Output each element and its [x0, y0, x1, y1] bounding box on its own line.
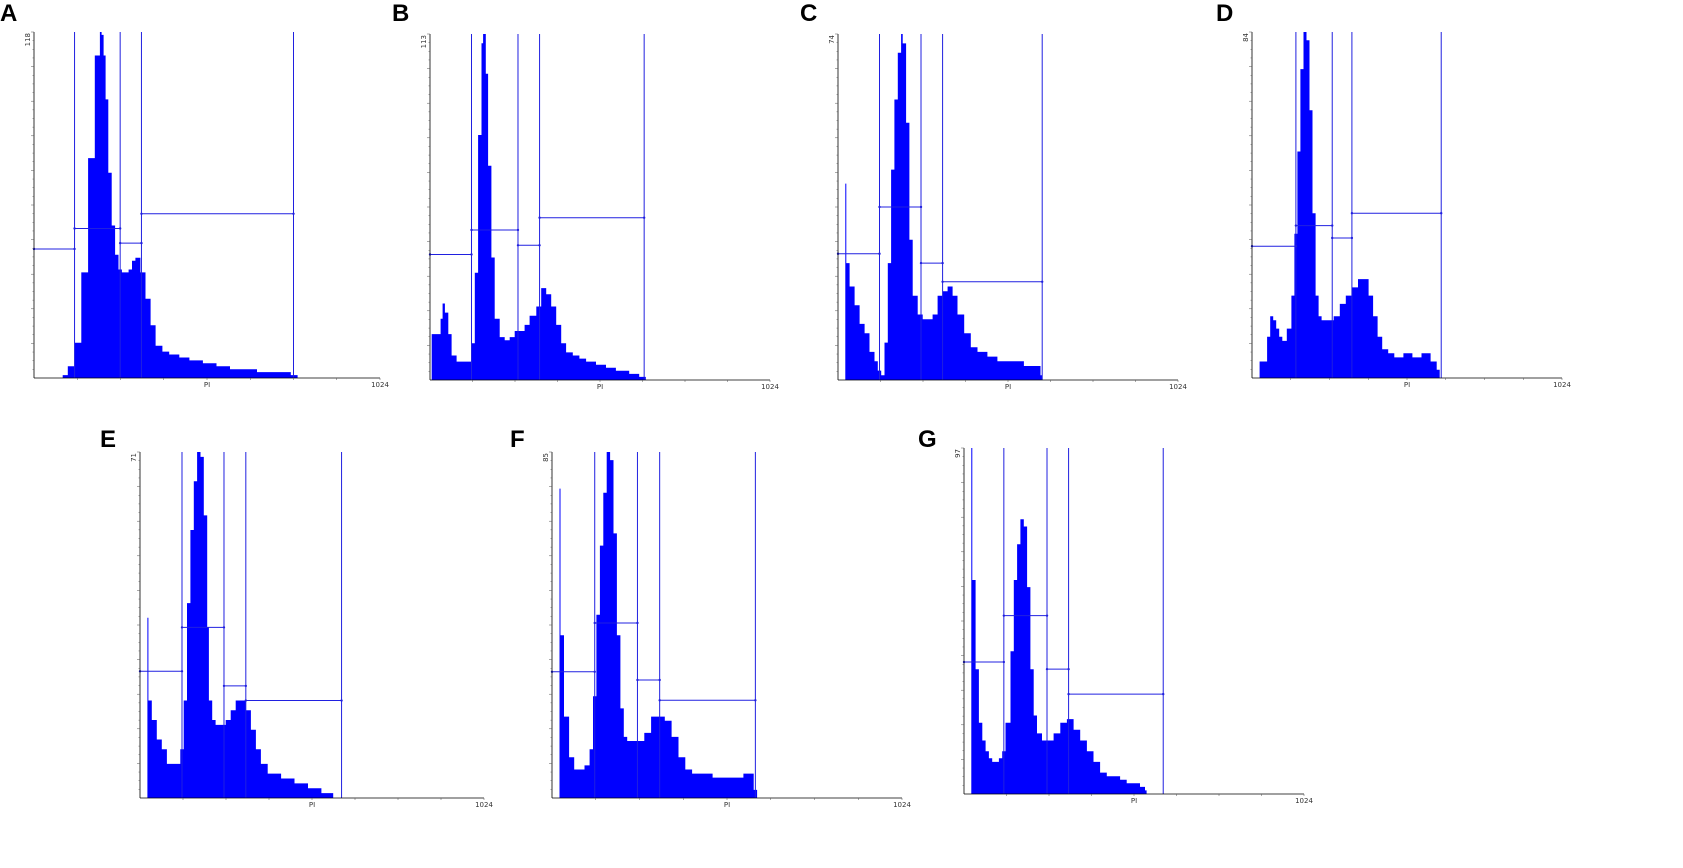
x-max-label: 1024 [475, 801, 493, 809]
y-max-label: 71 [130, 453, 138, 462]
marker-end [878, 252, 881, 255]
marker-end [73, 227, 76, 230]
marker-end [140, 241, 143, 245]
marker-end [1350, 212, 1354, 215]
y-max-label: 113 [420, 35, 428, 48]
histogram-fill [552, 452, 902, 798]
panel-letter: A [0, 0, 18, 27]
panel-letter: C [800, 0, 818, 27]
marker-end [140, 212, 143, 215]
marker-end [1002, 660, 1006, 664]
marker-end [1350, 236, 1354, 240]
histogram-fill [838, 34, 1178, 380]
marker-end [118, 227, 122, 230]
marker-end [593, 621, 596, 625]
panel-letter: F [510, 426, 525, 453]
panel-letter: G [918, 426, 937, 453]
x-max-label: 1024 [371, 381, 389, 389]
marker-end [593, 670, 596, 674]
histogram-fill [430, 34, 770, 380]
panel-letter: D [1216, 0, 1234, 27]
marker-end [1045, 667, 1049, 671]
marker-end [1002, 614, 1006, 617]
marker-end [636, 621, 639, 625]
marker-end [919, 261, 923, 265]
marker-end [1045, 614, 1049, 617]
marker-end [636, 678, 639, 682]
marker-end [516, 244, 520, 247]
marker-end [244, 684, 248, 688]
marker-end [292, 212, 295, 215]
x-axis-label: PI [597, 383, 603, 391]
x-axis-label: PI [204, 381, 210, 389]
x-axis-label: PI [309, 801, 315, 809]
x-axis-label: PI [724, 801, 730, 809]
marker-end [1067, 692, 1070, 696]
marker-end [244, 699, 248, 702]
marker-end [538, 216, 541, 219]
marker-end [1294, 224, 1298, 227]
marker-end [180, 670, 184, 673]
marker-end [1067, 667, 1070, 671]
marker-end [658, 699, 661, 702]
marker-end [516, 228, 520, 232]
panel-letter: B [392, 0, 410, 27]
y-max-label: 84 [1242, 32, 1250, 41]
marker-end [470, 253, 473, 256]
marker-end [73, 247, 76, 251]
marker-end [1040, 280, 1044, 284]
marker-end [941, 261, 944, 265]
x-axis-label: PI [1131, 797, 1137, 805]
histogram-fill [1252, 32, 1562, 378]
marker-end [32, 247, 36, 251]
x-axis-label: PI [1005, 383, 1011, 391]
histogram-fill [34, 32, 380, 378]
y-max-label: 85 [542, 453, 550, 462]
marker-end [941, 280, 944, 284]
x-max-label: 1024 [1169, 383, 1187, 391]
marker-end [962, 660, 966, 664]
marker-end [1331, 224, 1334, 227]
marker-end [919, 205, 923, 209]
marker-end [1331, 236, 1334, 240]
marker-end [754, 699, 757, 702]
marker-end [428, 253, 432, 256]
marker-end [1250, 244, 1254, 248]
marker-end [538, 244, 541, 247]
marker-end [642, 216, 646, 219]
marker-end [658, 678, 661, 682]
marker-end [1162, 692, 1165, 696]
marker-end [118, 241, 122, 245]
marker-end [180, 626, 184, 629]
x-max-label: 1024 [1553, 381, 1571, 389]
histogram-fill [964, 448, 1304, 794]
y-max-label: 74 [828, 34, 836, 43]
marker-end [222, 684, 226, 688]
y-max-label: 118 [24, 33, 32, 46]
marker-end [550, 670, 554, 674]
x-max-label: 1024 [761, 383, 779, 391]
histogram-fill [140, 452, 484, 798]
panel-letter: E [100, 426, 117, 453]
y-max-label: 97 [954, 449, 962, 458]
x-max-label: 1024 [1295, 797, 1313, 805]
marker-end [222, 626, 226, 629]
marker-end [1294, 244, 1298, 248]
marker-end [836, 252, 840, 255]
marker-end [1440, 212, 1443, 215]
marker-end [340, 699, 343, 702]
marker-end [138, 670, 142, 673]
x-max-label: 1024 [893, 801, 911, 809]
x-axis-label: PI [1404, 381, 1410, 389]
marker-end [878, 205, 881, 209]
marker-end [470, 228, 473, 232]
